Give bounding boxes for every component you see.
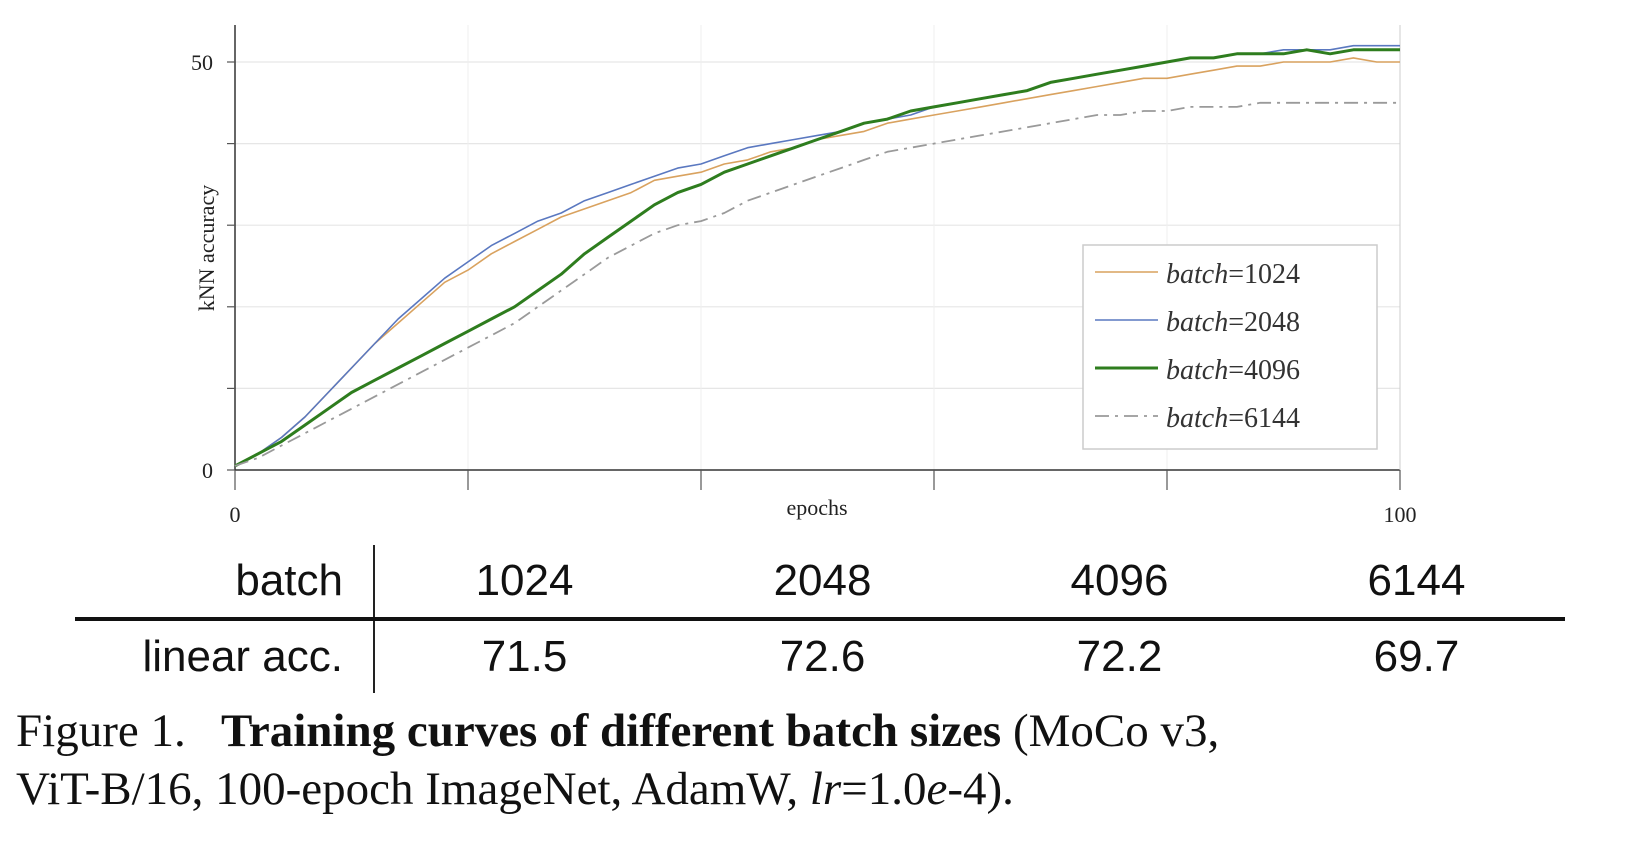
- legend-box: [1082, 244, 1378, 450]
- table-cell: 69.7: [1373, 632, 1460, 681]
- series-lines: [234, 44, 1400, 468]
- knn-accuracy-chart: 0 100 050 epochs kNN accuracy batch=1024b…: [191, 25, 1417, 527]
- legend-entry: batch=1024: [1166, 259, 1300, 290]
- exp-value: -4).: [947, 763, 1014, 815]
- lr-value: =1.0: [841, 763, 927, 815]
- table-column-header: 1024: [374, 545, 675, 621]
- y-tick-label: 0: [202, 458, 213, 483]
- lr-symbol: lr: [809, 763, 842, 815]
- table-cell: 71.5: [481, 632, 568, 681]
- y-axis-label: kNN accuracy: [194, 185, 219, 311]
- caption-line-2: ViT-B/16, 100-epoch ImageNet, AdamW, lr=…: [16, 760, 1626, 818]
- table-column-header: 4096: [971, 545, 1268, 621]
- x-tick-label: 100: [1384, 502, 1417, 527]
- series-line-4: [234, 101, 1400, 467]
- caption-title: Training curves of different batch sizes: [220, 705, 1002, 757]
- y-ticks: 0 50: [191, 50, 235, 483]
- table-row-label: linear acc.: [75, 619, 375, 693]
- plot-frame: [234, 25, 1401, 471]
- figure-caption: Figure 1. Training curves of different b…: [16, 702, 1626, 818]
- series-line-3: [234, 48, 1400, 468]
- x-axis-label: epochs: [786, 495, 847, 520]
- x-tick-label: 0: [230, 502, 241, 527]
- table-column-header: 6144: [1267, 545, 1565, 621]
- caption-line-1: Figure 1. Training curves of different b…: [16, 702, 1626, 760]
- legend-entry: batch=2048: [1166, 307, 1300, 338]
- exp-symbol: e: [926, 763, 948, 815]
- legend-entry: batch=6144: [1166, 403, 1300, 434]
- table-header-row: batch 1024 2048 4096 6144: [75, 545, 1565, 621]
- caption-text: (MoCo v3,: [1012, 705, 1220, 757]
- caption-text: ViT-B/16, 100-epoch ImageNet, AdamW,: [16, 763, 799, 815]
- results-table: batch 1024 2048 4096 6144 linear acc. 71…: [75, 545, 1565, 693]
- x-ticks: 0 100: [230, 470, 1417, 527]
- figure-label: Figure 1.: [16, 705, 186, 757]
- legend-entry: batch=4096: [1166, 355, 1300, 386]
- y-tick-label: 50: [191, 50, 213, 75]
- table-header-label: batch: [75, 545, 375, 621]
- table-cell: 72.6: [779, 632, 866, 681]
- table-row: linear acc. 71.5 72.6 72.2 69.7: [75, 619, 1565, 693]
- legend: batch=1024 batch=2048 batch=4096 batch=6144: [1082, 244, 1378, 450]
- table-cell: 72.2: [1076, 632, 1163, 681]
- table-column-header: 2048: [674, 545, 971, 621]
